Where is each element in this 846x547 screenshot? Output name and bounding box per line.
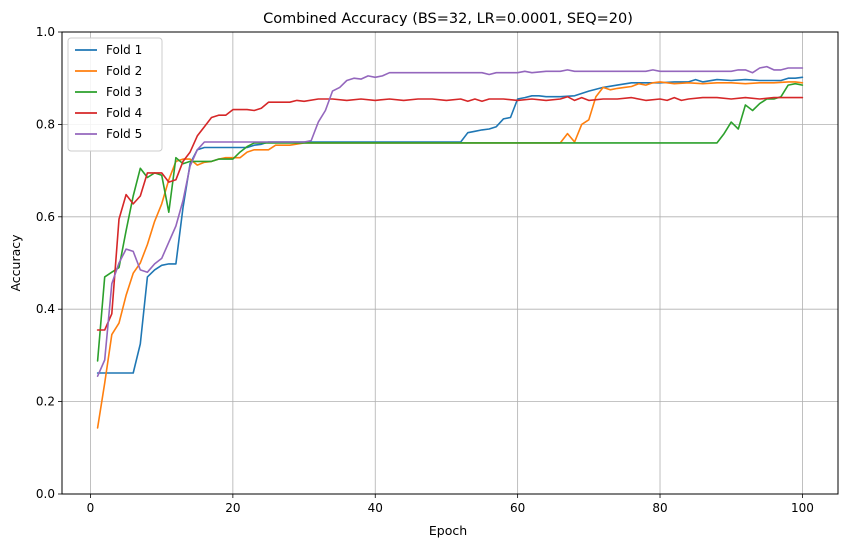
x-tick-label: 100	[791, 501, 814, 515]
plot-frame	[61, 31, 839, 495]
x-tick-label: 0	[87, 501, 95, 515]
chart-title: Combined Accuracy (BS=32, LR=0.0001, SEQ…	[263, 11, 633, 27]
y-tick-label: 0.2	[36, 395, 55, 409]
y-tick-label: 0.6	[36, 210, 55, 224]
legend-label-fold-4: Fold 4	[106, 106, 142, 120]
y-tick-label: 0.8	[36, 117, 55, 131]
series-line-fold-5	[96, 65, 804, 378]
x-tick-label: 40	[368, 501, 383, 515]
x-tick-label: 80	[652, 501, 667, 515]
x-tick-label: 20	[225, 501, 240, 515]
ticks-layer: 0 20 40 60 80 100 0.0 0.2 0.4 0.6 0.8 1.0	[36, 25, 814, 515]
x-tick-label: 60	[510, 501, 525, 515]
legend-label-fold-5: Fold 5	[106, 127, 142, 141]
legend: Fold 1 Fold 2 Fold 3 Fold 4 Fold 5	[67, 37, 163, 152]
legend-label-fold-1: Fold 1	[106, 43, 142, 57]
series-line-fold-3	[96, 82, 804, 362]
legend-label-fold-3: Fold 3	[106, 85, 142, 99]
series-line-fold-1	[96, 76, 804, 374]
x-axis-label: Epoch	[429, 523, 467, 538]
y-axis-label: Accuracy	[8, 234, 23, 292]
y-tick-label: 0.4	[36, 302, 55, 316]
y-tick-label: 1.0	[36, 25, 55, 39]
series-layer	[96, 65, 804, 429]
legend-label-fold-2: Fold 2	[106, 64, 142, 78]
legend-frame	[67, 37, 163, 152]
series-line-fold-4	[96, 95, 804, 331]
y-tick-label: 0.0	[36, 487, 55, 501]
